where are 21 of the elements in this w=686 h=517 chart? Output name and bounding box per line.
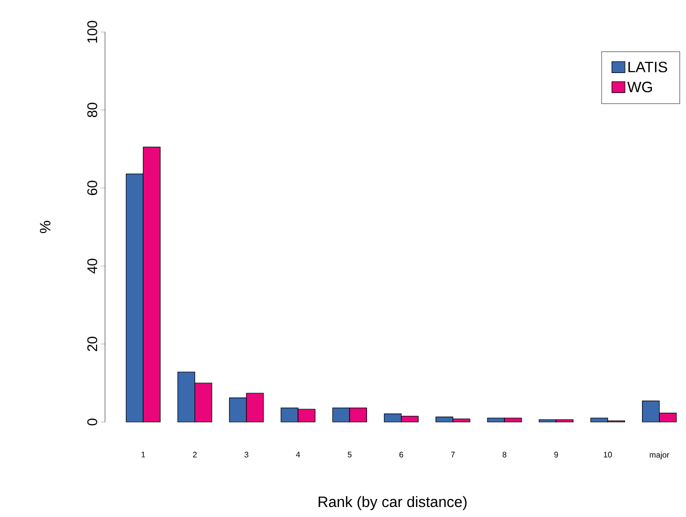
y-tick-label: 100: [87, 20, 98, 43]
y-tick-label: 80: [87, 102, 98, 118]
x-tick-label: major: [650, 452, 670, 460]
x-tick-label: 5: [348, 452, 352, 458]
x-tick-label: 3: [244, 452, 248, 458]
legend-label: LATIS: [628, 62, 668, 72]
x-tick-label: 4: [296, 452, 300, 458]
x-tick-label: 7: [451, 452, 455, 458]
legend-label: WG: [627, 82, 652, 92]
y-tick-label: 0: [87, 418, 98, 426]
x-tick-label: 6: [399, 452, 404, 458]
x-tick-label: 9: [554, 452, 558, 458]
y-tick-label: 40: [87, 258, 98, 274]
y-tick-label: 20: [87, 336, 98, 352]
y-axis-title: %: [40, 220, 50, 234]
x-tick-label: 1: [142, 452, 146, 458]
x-tick-label: 8: [502, 452, 506, 458]
x-axis-title: Rank (by car distance): [318, 496, 467, 510]
x-tick-label: 2: [193, 452, 197, 458]
x-tick-label: 10: [604, 452, 612, 458]
y-tick-label: 60: [87, 180, 98, 196]
